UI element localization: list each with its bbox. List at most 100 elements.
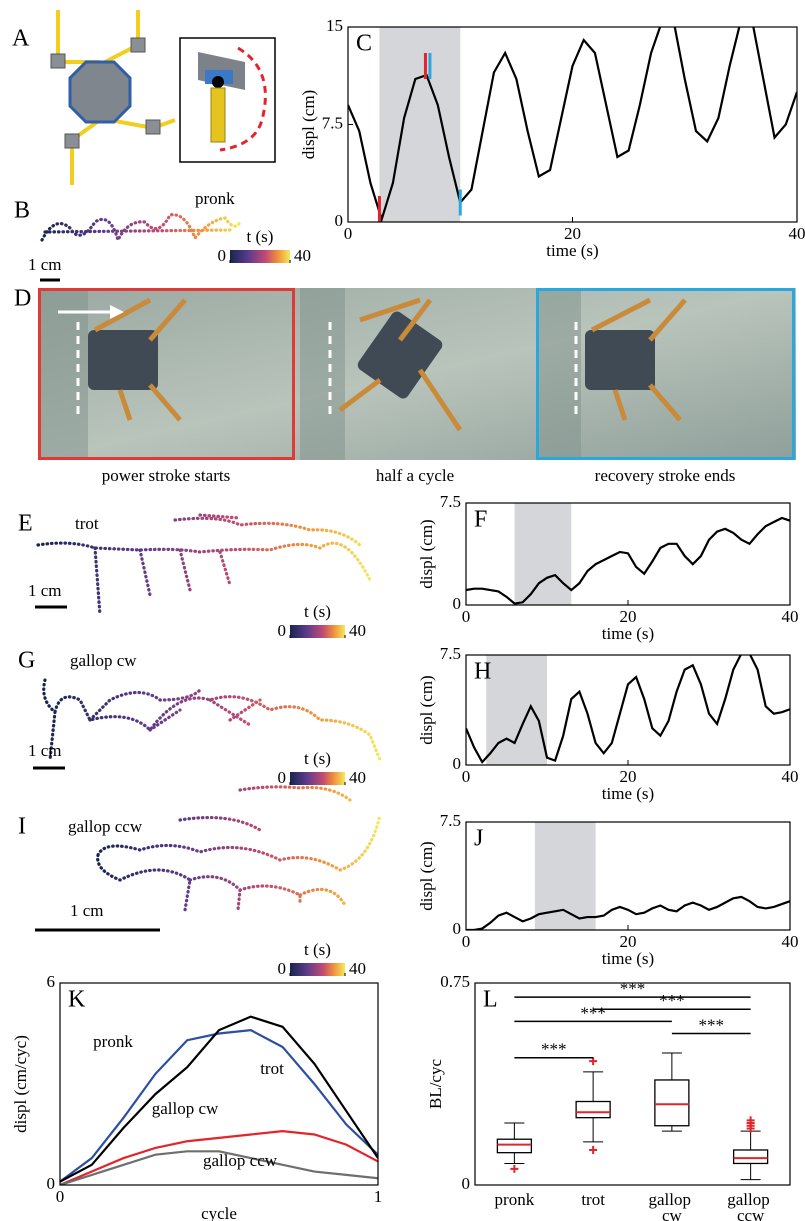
colorbar-tick-label: 40: [349, 959, 366, 978]
colorbar-label: t (s): [304, 940, 331, 959]
x-axis-label: time (s): [546, 241, 598, 260]
colorbar: [290, 625, 345, 638]
significance-label: ***: [541, 1040, 567, 1059]
panel-letter: L: [483, 987, 498, 1013]
x-tick-label: 20: [620, 932, 637, 951]
x-tick-label: 0: [462, 607, 471, 626]
colorbar-tick-label: 0: [278, 959, 287, 978]
flier: [589, 1145, 598, 1154]
y-axis-label: displ (cm): [417, 675, 436, 744]
panel-letter: E: [18, 511, 33, 537]
colorbar: [230, 250, 290, 263]
trajectory: [36, 513, 372, 617]
box: [575, 1100, 611, 1119]
scale-label: 1 cm: [28, 255, 62, 274]
data-line: [348, 27, 797, 222]
series-label: pronk: [93, 1032, 133, 1051]
x-axis-label: cycle: [201, 1204, 237, 1221]
x-tick-label: 20: [564, 224, 581, 243]
highlight: [379, 27, 461, 222]
panel-letter: J: [474, 826, 483, 852]
scale-label: 1 cm: [70, 901, 104, 920]
axes-frame: [59, 982, 379, 1186]
colorbar: [290, 963, 345, 976]
y-axis-label: displ (cm): [417, 841, 436, 910]
y-axis-label: BL/cyc: [426, 1059, 445, 1109]
significance-label: ***: [620, 979, 646, 998]
colorbar: [290, 772, 345, 785]
x-tick-label: 0: [344, 224, 353, 243]
x-tick-label: 1: [374, 1187, 383, 1206]
axes-frame: [474, 982, 791, 1186]
y-tick-label: 0: [453, 919, 462, 938]
y-tick-label: 0.75: [440, 972, 470, 991]
y-tick-label: 7.5: [440, 492, 461, 511]
panel-letter: F: [474, 507, 487, 533]
colorbar-tick-label: 0: [278, 621, 287, 640]
y-tick-label: 7.5: [440, 644, 461, 663]
colorbar-tick-label: 40: [349, 621, 366, 640]
data-line: [466, 895, 790, 930]
data-line: [60, 1015, 378, 1183]
x-tick-label: 40: [782, 767, 799, 786]
panel-letter: K: [68, 987, 86, 1013]
x-tick-label: trot: [581, 1190, 605, 1209]
panel-letter: A: [12, 26, 30, 52]
gait-label: pronk: [195, 189, 235, 208]
y-tick-label: 0: [453, 754, 462, 773]
y-axis-label: displ (cm): [417, 519, 436, 588]
x-tick-label: 40: [782, 932, 799, 951]
y-tick-label: 0: [453, 594, 462, 613]
colorbar-label: t (s): [304, 602, 331, 621]
x-tick-label: pronk: [495, 1190, 535, 1209]
data-line: [60, 1130, 378, 1185]
panel-letter: D: [14, 286, 31, 312]
series-label: gallop ccw: [203, 1151, 278, 1170]
x-tick-label: 20: [620, 607, 637, 626]
x-axis-label: time (s): [602, 624, 654, 643]
trajectory: [40, 213, 242, 245]
panel-letter: H: [474, 659, 491, 685]
scale-label: 1 cm: [28, 581, 62, 600]
y-tick-label: 0: [462, 1174, 471, 1193]
y-tick-label: 0: [47, 1174, 56, 1193]
panel-letter: G: [18, 648, 35, 674]
series-label: trot: [260, 1059, 284, 1078]
x-tick-label: 20: [620, 767, 637, 786]
flier: [510, 1164, 519, 1173]
y-tick-label: 6: [47, 972, 56, 991]
series-label: gallop cw: [152, 1099, 219, 1118]
colorbar-tick-label: 40: [294, 246, 311, 265]
data-line: [60, 1150, 378, 1185]
x-tick-label: 40: [782, 607, 799, 626]
trajectory: [96, 785, 382, 912]
trajectory: [42, 678, 382, 762]
panel-letter: C: [356, 31, 372, 57]
caption: power stroke starts: [102, 466, 230, 485]
video-frames: [38, 288, 796, 460]
y-tick-label: 0: [335, 211, 344, 230]
caption: recovery stroke ends: [595, 466, 736, 485]
colorbar-label: t (s): [247, 227, 274, 246]
box: [496, 1138, 533, 1154]
x-axis-label: time (s): [602, 949, 654, 968]
panel-letter: I: [18, 814, 26, 840]
y-tick-label: 15: [326, 16, 343, 35]
gait-label: gallop ccw: [68, 817, 143, 836]
data-line: [466, 655, 790, 764]
significance-label: ***: [580, 1003, 606, 1022]
data-line: [60, 1029, 378, 1183]
significance-label: ***: [699, 1015, 725, 1034]
highlight: [514, 503, 572, 605]
caption: half a cycle: [376, 466, 454, 485]
x-tick-label: 0: [462, 932, 471, 951]
colorbar-tick-label: 0: [278, 768, 287, 787]
colorbar-tick-label: 40: [349, 768, 366, 787]
box: [732, 1149, 769, 1165]
y-axis-label: displ (cm): [299, 90, 318, 159]
y-tick-label: 7.5: [322, 113, 343, 132]
x-tick-label: gallop ccw: [727, 1190, 774, 1221]
scale-label: 1 cm: [28, 741, 62, 760]
x-tick-label: 0: [462, 767, 471, 786]
